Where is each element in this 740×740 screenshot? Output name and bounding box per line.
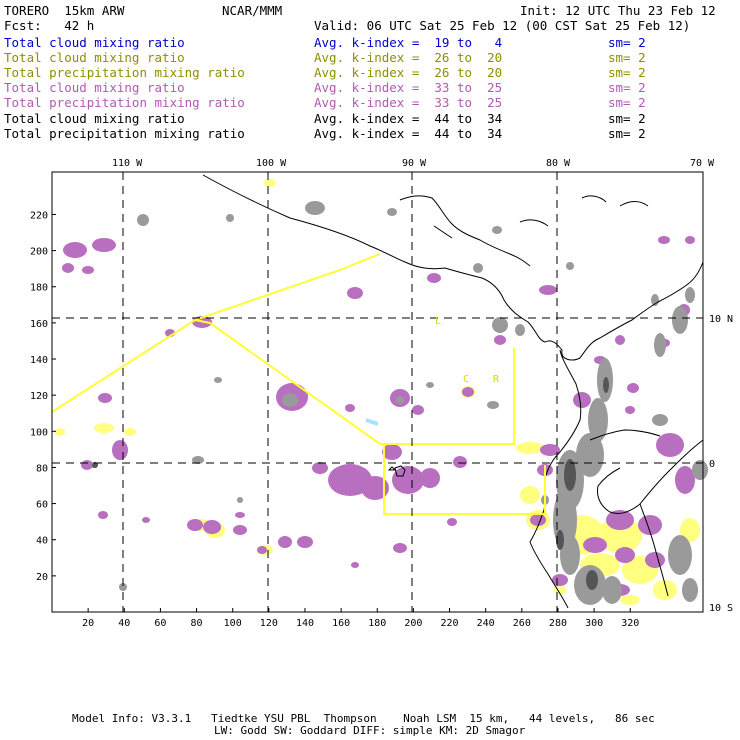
center-label: NCAR/MMM [222,3,283,18]
x-tick-label: 120 [260,618,278,629]
legend-field: Total precipitation mixing ratio [4,126,245,141]
x-tick-label: 320 [621,618,639,629]
dark-gray-areas [92,377,609,590]
y-tick-label: 160 [30,319,48,330]
y-tick-label: 200 [30,247,48,258]
lon-label: 90 W [402,158,427,169]
lat-label: 0 [709,459,715,470]
y-tick-label: 20 [36,572,48,583]
axis-labels: 110 W 100 W 90 W 80 W 70 W 10 N 0 10 S [112,158,733,614]
legend-index: Avg. k-index = 26 to 20 [314,50,503,65]
forecast-hour: Fcst: 42 h [4,18,95,33]
y-tick-label: 140 [30,355,48,366]
legend-index: Avg. k-index = 26 to 20 [314,65,503,80]
graticule [52,172,703,612]
legend-sm: sm= 2 [608,95,646,110]
lon-label: 80 W [546,158,571,169]
y-tick-label: 180 [30,283,48,294]
x-tick-label: 180 [368,618,386,629]
model-physics: LW: Godd SW: Goddard DIFF: simple KM: 2D… [214,724,526,737]
x-tick-label: 280 [549,618,567,629]
x-tick-label: 160 [332,618,350,629]
y-tick-label: 120 [30,391,48,402]
lon-label: 100 W [256,158,287,169]
model-title: TORERO 15km ARW [4,3,125,18]
x-tick-label: 60 [154,618,166,629]
legend-sm: sm= 2 [608,80,646,95]
lat-label: 10 N [709,314,733,325]
y-tick-label: 40 [36,536,48,547]
x-tick-label: 100 [224,618,242,629]
y-tick-label: 60 [36,500,48,511]
model-info: Model Info: V3.3.1 Tiedtke YSU PBL Thomp… [72,712,655,725]
x-tick-label: 260 [513,618,531,629]
legend-index: Avg. k-index = 44 to 34 [314,126,503,141]
y-tick-label: 100 [30,427,48,438]
x-tick-label: 220 [441,618,459,629]
legend-index: Avg. k-index = 44 to 34 [314,111,503,126]
purple-areas [62,236,695,596]
legend-sm: sm= 2 [608,111,646,126]
legend-index: Avg. k-index = 33 to 25 [314,95,503,110]
legend-field: Total cloud mixing ratio [4,111,185,126]
map-labels: C R L [435,316,500,385]
precipitation-areas [55,179,708,605]
init-time: Init: 12 UTC Thu 23 Feb 12 [520,3,716,18]
y-tick-label: 80 [36,463,48,474]
lon-label: 70 W [690,158,715,169]
c-label: C [463,374,469,385]
legend-index: Avg. k-index = 33 to 25 [314,80,503,95]
r-label: R [493,374,500,385]
left-tick-labels: 220 200 180 160 140 120 100 80 60 40 20 [30,210,48,582]
x-tick-label: 300 [585,618,603,629]
legend-sm: sm= 2 [608,126,646,141]
l-label: L [435,316,441,327]
x-tick-label: 80 [191,618,203,629]
x-tick-label: 40 [118,618,130,629]
legend-sm: sm= 2 [608,50,646,65]
legend-index: Avg. k-index = 19 to 4 [314,35,503,50]
legend-field: Total cloud mixing ratio [4,50,185,65]
x-tick-label: 140 [296,618,314,629]
legend-field: Total cloud mixing ratio [4,80,185,95]
y-tick-label: 220 [30,210,48,221]
legend-sm: sm= 2 [608,35,646,50]
lon-label: 110 W [112,158,143,169]
legend-field: Total precipitation mixing ratio [4,95,245,110]
legend-sm: sm= 2 [608,65,646,80]
legend-field: Total cloud mixing ratio [4,35,185,50]
x-tick-label: 20 [82,618,94,629]
x-tick-label: 200 [404,618,422,629]
lat-label: 10 S [709,603,733,614]
axis-ticks [52,213,631,612]
valid-time: Valid: 06 UTC Sat 25 Feb 12 (00 CST Sat … [314,18,691,33]
cyan-streak [365,418,379,426]
zone-outlines [51,253,546,515]
bottom-tick-labels: 20 40 60 80 100 120 140 160 180 200 220 240 260 280 30… [82,618,639,629]
x-tick-label: 240 [477,618,495,629]
legend-field: Total precipitation mixing ratio [4,65,245,80]
